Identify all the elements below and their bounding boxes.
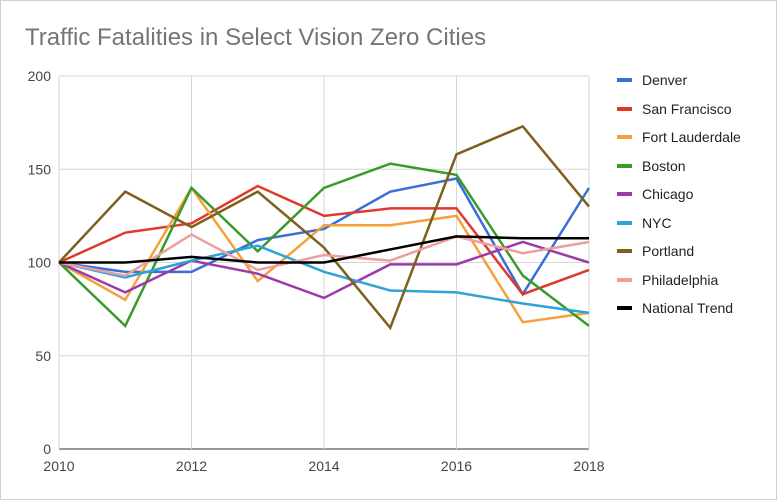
legend-swatch — [617, 78, 632, 83]
legend-label: Portland — [642, 243, 695, 260]
legend-swatch — [617, 277, 632, 282]
y-tick-label: 0 — [43, 441, 51, 457]
x-tick-label: 2016 — [441, 458, 472, 474]
legend-item: Boston — [617, 152, 741, 181]
legend-item: Portland — [617, 237, 741, 266]
x-tick-label: 2010 — [43, 458, 74, 474]
legend-label: Chicago — [642, 186, 694, 203]
legend-item: Philadelphia — [617, 266, 741, 295]
y-tick-label: 150 — [28, 161, 52, 177]
legend-swatch — [617, 249, 632, 254]
series-line-boston — [58, 162, 590, 329]
y-tick-label: 50 — [35, 348, 51, 364]
chart-title: Traffic Fatalities in Select Vision Zero… — [25, 24, 487, 51]
legend-label: National Trend — [642, 300, 734, 317]
y-tick-label: 200 — [28, 68, 52, 84]
series-line-national-trend — [59, 235, 589, 264]
legend-swatch — [617, 163, 632, 168]
legend: Denver San Francisco Fort Lauderdale Boston… — [617, 66, 741, 323]
y-tick-label: 100 — [28, 255, 52, 271]
legend-swatch — [617, 192, 632, 197]
legend-item: NYC — [617, 209, 741, 238]
legend-item: Fort Lauderdale — [617, 123, 741, 152]
legend-swatch — [617, 306, 632, 311]
legend-label: Boston — [642, 157, 686, 174]
x-tick-label: 2018 — [573, 458, 604, 474]
series-line-san-francisco — [58, 184, 590, 296]
x-tick-label: 2012 — [176, 458, 207, 474]
legend-label: Philadelphia — [642, 271, 719, 288]
legend-label: Denver — [642, 72, 688, 89]
legend-swatch — [617, 106, 632, 111]
legend-item: National Trend — [617, 294, 741, 323]
series-line-nyc — [58, 244, 590, 315]
legend-item: Chicago — [617, 180, 741, 209]
legend-item: San Francisco — [617, 95, 741, 124]
legend-label: San Francisco — [642, 100, 732, 117]
series-line-chicago — [58, 240, 590, 300]
legend-swatch — [617, 135, 632, 140]
legend-label: NYC — [642, 214, 672, 231]
x-tick-label: 2014 — [308, 458, 339, 474]
legend-label: Fort Lauderdale — [642, 129, 741, 146]
legend-swatch — [617, 220, 632, 225]
legend-item: Denver — [617, 66, 741, 95]
series-line-portland — [58, 124, 590, 331]
